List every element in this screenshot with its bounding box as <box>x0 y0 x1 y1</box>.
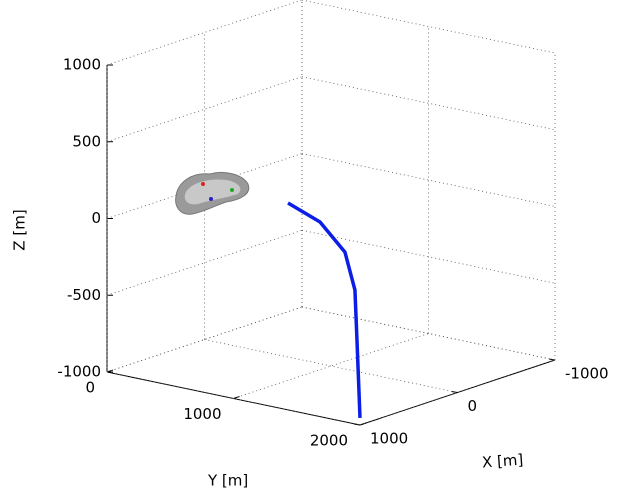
x-tick-label: 1000 <box>370 430 408 448</box>
grid-line <box>233 333 429 399</box>
x-tick-label: 0 <box>468 397 478 415</box>
y-axis-label: Y [m] <box>207 472 248 490</box>
z-tick-label: -1000 <box>57 363 101 381</box>
x-axis-label: X [m] <box>481 451 524 472</box>
trajectory-line <box>287 201 362 419</box>
x-axis <box>359 359 556 426</box>
z-tick-label: 0 <box>91 209 101 227</box>
y-tick <box>233 396 240 399</box>
z-tick-label: -500 <box>67 286 101 304</box>
z-tick-label: 500 <box>72 132 101 150</box>
y-tick-label: 0 <box>85 379 95 397</box>
grid-line <box>106 76 303 143</box>
y-tick-label: 2000 <box>310 432 348 450</box>
asteroid <box>175 171 250 215</box>
x-tick-label: -1000 <box>565 365 609 383</box>
z-tick-label: 1000 <box>63 56 101 74</box>
y-tick-label: 1000 <box>183 405 221 423</box>
z-axis-label: Z [m] <box>11 209 29 250</box>
grid-line <box>204 339 458 393</box>
